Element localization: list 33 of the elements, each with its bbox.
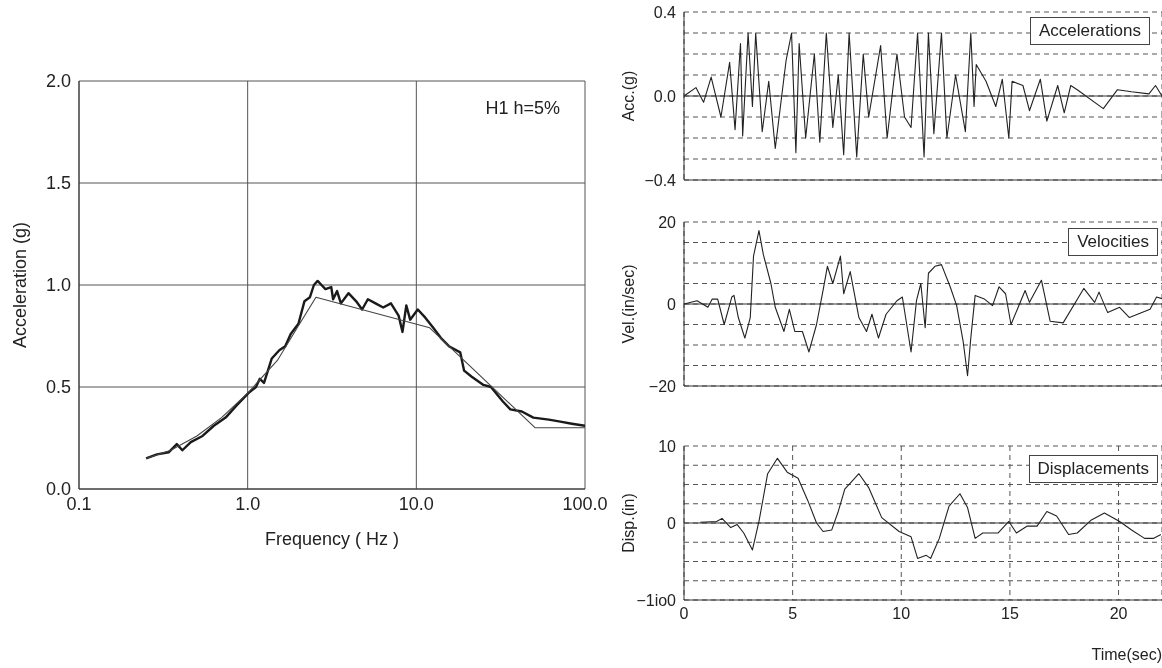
x-tick-label: 10.0 — [398, 493, 434, 514]
x-tick-label: 10 — [892, 605, 911, 623]
y-tick-label: −20 — [648, 377, 677, 395]
y-axis-title: Disp.(in) — [619, 493, 637, 553]
line-series — [699, 457, 1162, 559]
y-tick-label: −0.4 — [644, 171, 677, 189]
y-tick-label: 0.0 — [653, 87, 677, 105]
y-tick-label: 0.4 — [653, 3, 677, 21]
x-tick-label: 20 — [1109, 605, 1128, 623]
y-tick-label: 2.0 — [45, 71, 71, 92]
x-tick-label: 0 — [679, 605, 689, 623]
x-tick-label: 100.0 — [562, 493, 608, 514]
y-axis-title: Acc.(g) — [619, 70, 637, 122]
x-tick-label: 15 — [1001, 605, 1019, 623]
text: Displacements — [1028, 455, 1158, 483]
y-tick-label: −1io0 — [636, 591, 677, 609]
y-axis-title: Acceleration (g) — [10, 221, 31, 349]
x-tick-label: 1.0 — [235, 493, 261, 514]
annotation: H1 h=5% — [485, 98, 560, 119]
y-axis-title: Vel.(in/sec) — [619, 264, 637, 344]
text: Accelerations — [1029, 17, 1150, 45]
y-tick-label: 0 — [667, 514, 677, 532]
x-axis-title: Frequency ( Hz ) — [264, 529, 400, 549]
y-tick-label: 0 — [667, 295, 677, 313]
text: Velocities — [1068, 228, 1158, 256]
x-tick-label: 5 — [788, 605, 798, 623]
y-tick-label: 20 — [658, 213, 677, 231]
y-tick-label: 1.0 — [45, 275, 71, 296]
y-tick-label: 1.5 — [45, 173, 71, 194]
line-series — [684, 230, 1162, 377]
x-axis-title: Time(sec) — [1091, 646, 1162, 663]
y-tick-label: 0.5 — [45, 377, 71, 398]
y-tick-label: 10 — [658, 437, 677, 455]
